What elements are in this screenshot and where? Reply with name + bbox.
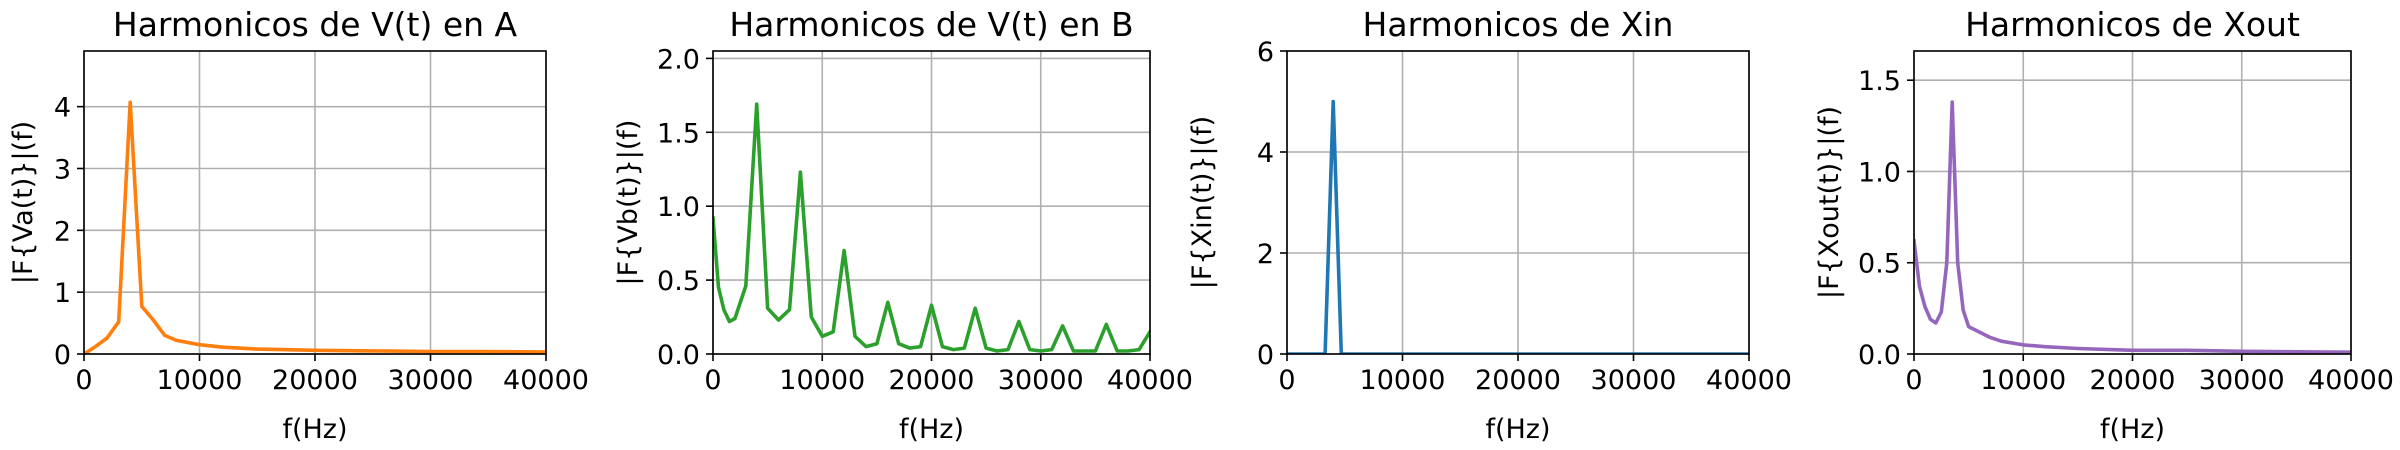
y-tick-label: 1.5 bbox=[1858, 66, 1901, 97]
y-tick-label: 1.5 bbox=[657, 118, 700, 149]
y-tick-label: 0 bbox=[1257, 340, 1274, 371]
y-tick-label: 2 bbox=[54, 216, 71, 247]
x-tick-label: 10000 bbox=[779, 365, 865, 396]
subplot-vb: 0 10000 20000 30000 40000 0.0 0.5 1.0 1.5 2.0 Har… bbox=[613, 5, 1193, 445]
x-tick-label: 40000 bbox=[2308, 365, 2394, 396]
x-tick-label: 20000 bbox=[1475, 365, 1561, 396]
y-tick-label: 0.0 bbox=[657, 340, 700, 371]
x-tick-label: 40000 bbox=[1706, 365, 1792, 396]
chart-title: Harmonicos de Xin bbox=[1363, 5, 1674, 44]
x-axis-label: f(Hz) bbox=[282, 414, 347, 445]
y-axis-label: |F{Xout(t)}|(f) bbox=[1814, 106, 1845, 299]
subplot-va: 0 10000 20000 30000 40000 0 1 2 3 4 Harmonicos de… bbox=[8, 5, 589, 445]
series-line bbox=[84, 100, 546, 354]
y-tick-label: 0.0 bbox=[1858, 340, 1901, 371]
x-axis-label: f(Hz) bbox=[1485, 414, 1550, 445]
y-tick-label: 4 bbox=[1257, 138, 1274, 169]
y-tick-label: 2.0 bbox=[657, 44, 700, 75]
x-axis-label: f(Hz) bbox=[899, 414, 964, 445]
y-tick-label: 4 bbox=[54, 93, 71, 124]
chart-title: Harmonicos de V(t) en B bbox=[729, 5, 1133, 44]
y-tick-label: 1 bbox=[54, 278, 71, 309]
x-tick-label: 40000 bbox=[503, 365, 589, 396]
y-tick-label: 2 bbox=[1257, 239, 1274, 270]
y-axis-label: |F{Vb(t)}|(f) bbox=[613, 120, 644, 286]
y-tick-label: 0.5 bbox=[1858, 249, 1901, 280]
x-axis-label: f(Hz) bbox=[2100, 414, 2165, 445]
x-tick-label: 10000 bbox=[1980, 365, 2066, 396]
x-tick-label: 20000 bbox=[272, 365, 358, 396]
subplot-xout: 0 10000 20000 30000 40000 0.0 0.5 1.0 1.5 Harmon… bbox=[1814, 5, 2394, 445]
x-tick-label: 0 bbox=[1905, 365, 1922, 396]
subplot-xin: 0 10000 20000 30000 40000 0 2 4 6 Harmonicos de … bbox=[1187, 5, 1792, 445]
y-tick-label: 1.0 bbox=[1858, 157, 1901, 188]
y-axis-label: |F{Va(t)}|(f) bbox=[8, 121, 39, 284]
x-tick-label: 20000 bbox=[889, 365, 975, 396]
y-tick-label: 6 bbox=[1257, 37, 1274, 68]
series-line bbox=[713, 102, 1150, 353]
x-tick-label: 0 bbox=[704, 365, 721, 396]
x-tick-label: 20000 bbox=[2090, 365, 2176, 396]
y-tick-label: 0 bbox=[54, 340, 71, 371]
x-tick-label: 10000 bbox=[1360, 365, 1446, 396]
x-tick-label: 40000 bbox=[1107, 365, 1193, 396]
chart-title: Harmonicos de V(t) en A bbox=[113, 5, 518, 44]
x-tick-label: 30000 bbox=[1591, 365, 1677, 396]
x-tick-label: 30000 bbox=[2199, 365, 2285, 396]
series-line bbox=[1287, 99, 1749, 354]
y-tick-label: 1.0 bbox=[657, 192, 700, 223]
x-tick-label: 10000 bbox=[157, 365, 243, 396]
y-tick-label: 3 bbox=[54, 154, 71, 185]
chart-title: Harmonicos de Xout bbox=[1965, 5, 2300, 44]
y-axis-label: |F{Xin(t)}|(f) bbox=[1187, 116, 1218, 289]
x-tick-label: 30000 bbox=[998, 365, 1084, 396]
y-tick-label: 0.5 bbox=[657, 266, 700, 297]
x-tick-label: 0 bbox=[1278, 365, 1295, 396]
series-line bbox=[1914, 100, 2351, 354]
x-tick-label: 30000 bbox=[388, 365, 474, 396]
x-tick-label: 0 bbox=[75, 365, 92, 396]
